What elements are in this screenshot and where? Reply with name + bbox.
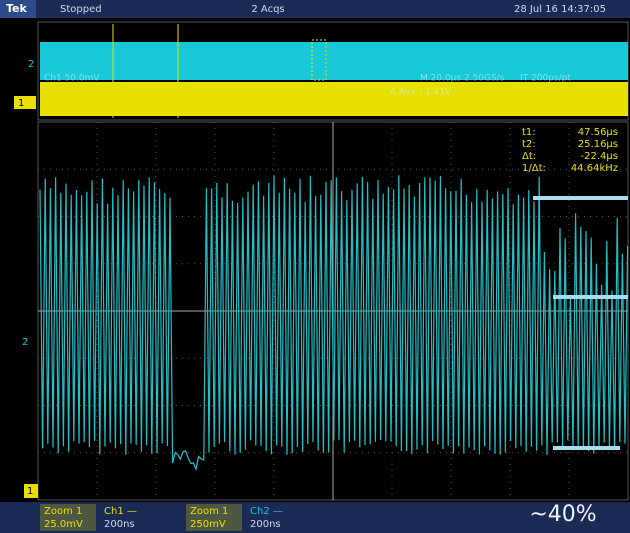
cursor-label: 1/Δt: [522, 163, 546, 174]
footer-text: 200ns [104, 519, 135, 530]
main-ch2-marker: 2 [22, 337, 28, 348]
waveform [39, 175, 629, 472]
cursor-value: 47.56µs [578, 127, 618, 138]
cursor-label: t1: [522, 127, 536, 138]
overview-readout: Ch1 50.0mV [44, 74, 100, 84]
annotation: ~40% [529, 502, 596, 527]
footer-text: Zoom 1 [190, 506, 228, 517]
status: Stopped [60, 4, 102, 15]
brand-box [0, 0, 36, 18]
ch2-overview-band [40, 42, 628, 80]
main-ch1-marker-bg [24, 484, 38, 498]
brand: Tek [6, 2, 28, 15]
zoom-box [311, 39, 327, 81]
footer-text: Ch2 — [250, 506, 283, 517]
cursor-value: 25.16µs [578, 139, 618, 150]
status-bar [0, 0, 630, 18]
overview-readout: A Aux / 1.41V [390, 88, 452, 98]
zoom-a-box [40, 504, 96, 531]
footer-text: 200ns [250, 519, 281, 530]
footer-text: 25.0mV [44, 519, 83, 530]
ch1-overview-band [40, 82, 628, 116]
datetime: 28 Jul 16 14:37:05 [514, 4, 606, 15]
acquisitions: 2 Acqs [251, 4, 284, 15]
cursor-label: t2: [522, 139, 536, 150]
ch2-marker: 2 [28, 59, 34, 70]
ch1-marker-bg [14, 96, 36, 109]
main-ch1-marker: 1 [27, 486, 33, 497]
cursor-label: Δt: [522, 151, 536, 162]
cursor-value: -22.4µs [581, 151, 618, 162]
overview-readout: M 20.0µs 2.50GS/s [420, 74, 505, 84]
overview-readout: IT 200ps/pt [520, 74, 571, 84]
footer-text: Ch1 — [104, 506, 137, 517]
zoom-b-box [186, 504, 242, 531]
cursor-value: 44.64kHz [571, 163, 618, 174]
footer-text: 250mV [190, 519, 226, 530]
footer-text: Zoom 1 [44, 506, 82, 517]
footer-bar [0, 502, 630, 533]
ch1-marker: 1 [18, 98, 24, 109]
